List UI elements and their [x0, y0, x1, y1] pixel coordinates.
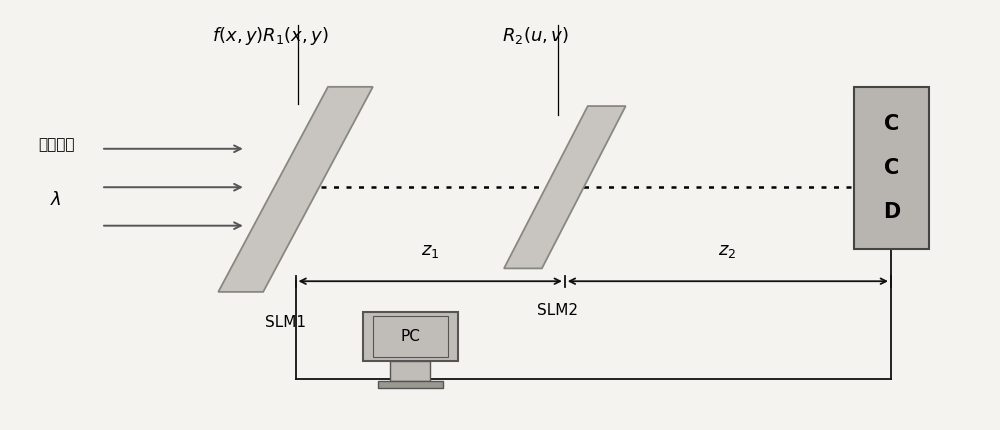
Bar — [373, 316, 448, 357]
Text: D: D — [883, 202, 900, 222]
Text: $z_1$: $z_1$ — [421, 242, 439, 260]
Bar — [378, 381, 443, 388]
Polygon shape — [218, 87, 373, 292]
Polygon shape — [504, 106, 626, 268]
Text: $f(x,y)R_1(x,y)$: $f(x,y)R_1(x,y)$ — [212, 25, 329, 47]
Text: SLM1: SLM1 — [265, 315, 306, 330]
Text: $z_2$: $z_2$ — [718, 242, 736, 260]
Text: $\lambda$: $\lambda$ — [50, 191, 62, 209]
Bar — [363, 312, 458, 361]
Text: PC: PC — [400, 329, 420, 344]
Text: 平面光波: 平面光波 — [38, 137, 74, 152]
Bar — [854, 87, 929, 249]
Bar — [390, 361, 430, 381]
Text: SLM2: SLM2 — [537, 303, 578, 318]
Text: $R_2(u,v)$: $R_2(u,v)$ — [502, 25, 568, 46]
Text: C: C — [884, 114, 899, 134]
Text: C: C — [884, 158, 899, 178]
